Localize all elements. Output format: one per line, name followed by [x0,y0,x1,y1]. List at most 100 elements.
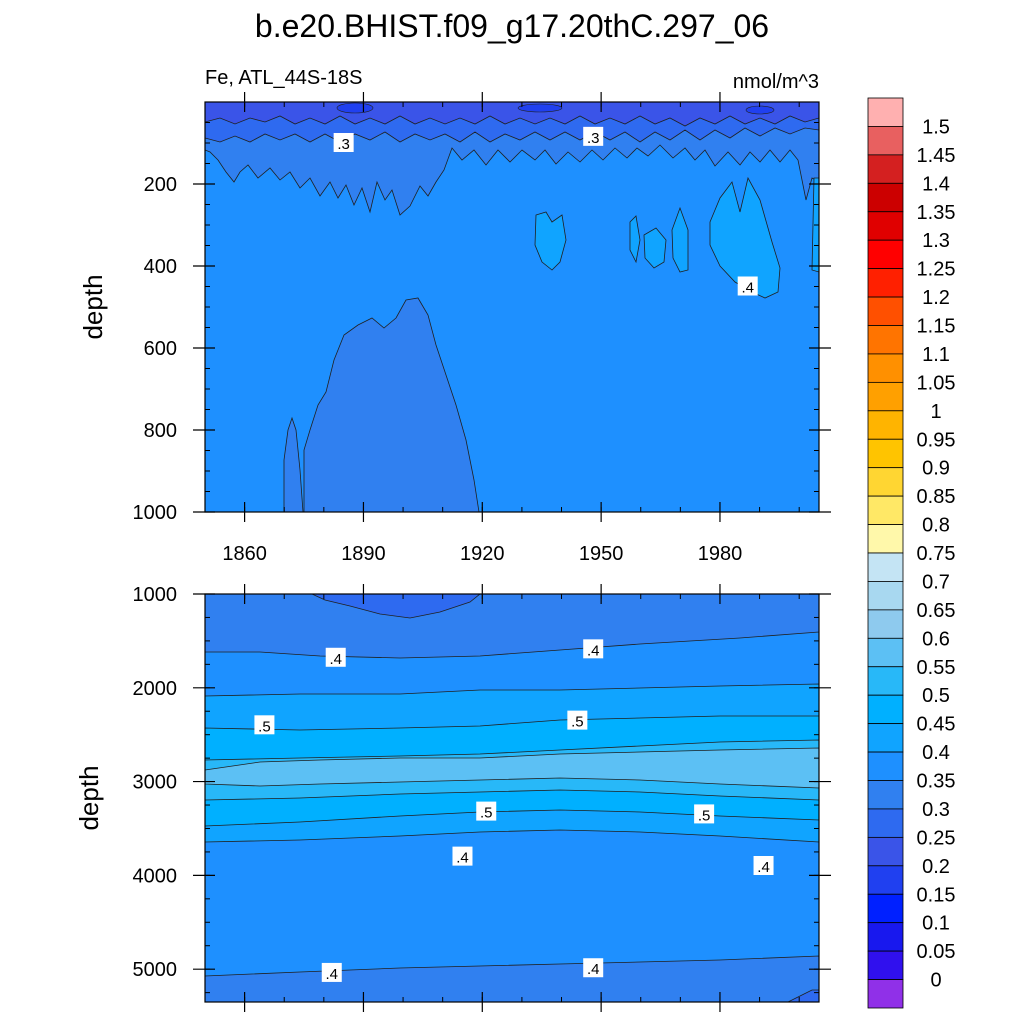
lower-bottom-lens-030 [787,989,819,1002]
colorbar-label: 0.3 [922,799,950,821]
colorbar-label: 0.1 [922,913,950,935]
colorbar-swatch [867,325,904,355]
colorbar-label: 1.3 [922,230,950,252]
lower-contour-label-box [583,958,604,978]
colorbar-label: 0.8 [922,515,950,537]
colorbar-swatch [867,893,904,924]
lower-y-tick-label: 1000 [133,584,178,606]
upper-y-axis-label: depth [78,274,108,339]
lower-contour-label: .5 [694,804,715,824]
lower-contour-label-box [476,801,497,821]
upper-contour-label-text: .3 [337,136,350,153]
colorbar-swatch [867,808,904,838]
lower-contour-label-text: .5 [480,805,493,822]
lower-contour-label: .5 [254,715,275,735]
colorbar-label: 0.95 [917,429,956,451]
upper-panel: Fe, ATL_44S-18S nmol/m^3 186 [78,67,831,565]
upper-lens-small-030 [283,416,304,512]
colorbar-label: 0.4 [922,742,950,764]
upper-surface-blob [336,102,374,114]
lower-y-tick-label: 4000 [133,865,178,887]
lower-contour-label-box [694,804,715,824]
colorbar-label: 0.25 [917,827,956,849]
upper-patch-040-d [671,206,689,273]
colorbar-label: 0.65 [917,600,956,622]
lower-y-tick-label: 5000 [133,959,178,981]
lower-contour-label-box [567,710,588,730]
colorbar-swatch [867,296,904,326]
upper-y-tick-label: 1000 [133,502,178,524]
lower-axes: 1000 2000 3000 4000 5000 [133,584,831,1012]
lower-panel: 1000 2000 3000 4000 5000 .4 .4 .5 .5 .5 .5 .4 .4 .4.… [74,584,831,1012]
lower-contour-label: .4 [325,647,346,668]
lower-contour-label-text: .5 [258,718,271,735]
colorbar-swatch [867,609,904,639]
upper-contour-label: .4 [737,276,758,297]
upper-surface-blob [517,103,563,113]
colorbar-swatch [867,922,904,952]
lower-y-tick-label: 2000 [133,678,178,700]
colorbar-swatch [867,239,904,270]
colorbar-swatch [867,126,904,156]
lower-contour-field [205,594,819,1002]
colorbar-swatch [867,97,904,127]
lower-contour-label-box [325,647,346,667]
colorbar-label: 0 [930,970,941,992]
lower-contour-label-box [583,639,604,659]
upper-x-tick-label: 1920 [460,543,505,565]
colorbar-label: 1.4 [922,173,950,195]
lower-contour-label: .5 [476,801,497,822]
colorbar-label: 0.35 [917,771,956,793]
lower-contour-label-text: .4 [326,966,339,983]
upper-y-tick-label: 400 [144,256,177,278]
colorbar-swatch [867,637,904,668]
colorbar-swatch [867,552,904,582]
colorbar-label: 0.6 [922,628,950,650]
upper-contour-label-box [333,133,354,152]
lower-contour-label: .5 [567,710,588,731]
colorbar-label: 0.75 [917,543,956,565]
colorbar-label: 1.15 [917,316,956,338]
upper-contour-label-box [583,126,604,146]
colorbar-swatch [867,723,904,753]
upper-x-tick-label: 1860 [222,543,267,565]
lower-contour-label-box [452,846,473,866]
colorbar-swatch [867,381,904,412]
colorbar-label: 0.2 [922,856,950,878]
lower-contour-label-text: .4 [456,850,469,867]
lower-contour-label-text: .5 [571,714,584,731]
colorbar-swatch [867,154,904,184]
colorbar-label: 1.05 [917,372,956,394]
colorbar-swatch [867,211,904,241]
upper-y-tick-label: 600 [144,338,177,360]
colorbar-label: 0.7 [922,571,950,593]
colorbar-swatch [867,182,904,213]
lower-y-axis-label: depth [74,765,104,830]
colorbar-swatch [867,780,904,810]
lower-contour-label-text: .4 [757,859,770,876]
upper-x-tick-label: 1980 [698,543,743,565]
colorbar-swatch [867,666,904,696]
upper-contour-field [205,102,819,512]
lower-contour-label-text: .4 [587,642,600,659]
colorbar-swatch [867,581,904,611]
lower-contour-label: .4 [753,856,774,876]
colorbar-swatch [867,410,904,440]
upper-lens-030 [303,297,480,512]
upper-x-tick-label: 1950 [579,543,624,565]
colorbar-label: 0.45 [917,714,956,736]
upper-contour-label-text: .3 [587,130,600,147]
upper-contour-labels: .3 .3 .4 [333,126,758,297]
colorbar-swatch [867,694,904,725]
upper-contour-label-text: .4 [741,280,754,297]
colorbar: 1.5 1.45 1.4 1.35 1.3 1.25 1.2 1.15 1.1 1.05 1 0.95… [867,97,956,1009]
colorbar-swatch [867,950,904,980]
colorbar-swatch [867,524,904,554]
lower-contour-label: .4 [452,846,473,867]
lower-contour-label: .4 [583,958,604,978]
lower-contour-label-text: .4 [329,651,342,668]
upper-patch-040-b [629,215,641,264]
lower-band-030-top [205,594,819,659]
upper-patch-040-a [534,211,567,271]
upper-y-tick-label: 200 [144,174,177,196]
